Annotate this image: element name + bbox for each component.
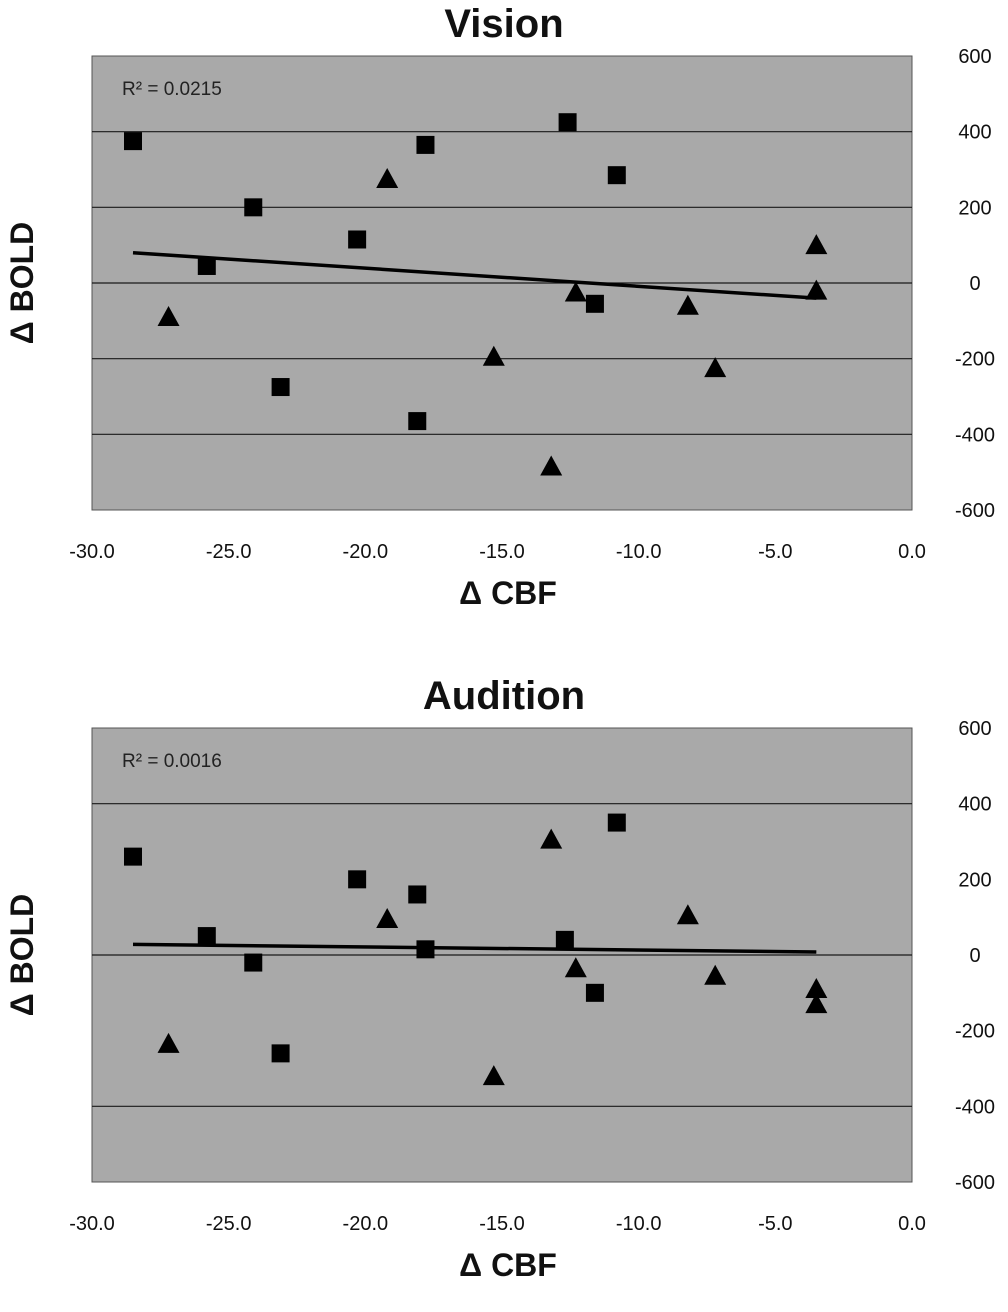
triangle-point xyxy=(805,234,828,255)
y-tick-label: -200 xyxy=(955,1021,995,1043)
square-point xyxy=(348,230,367,249)
x-tick-label: -15.0 xyxy=(479,1213,525,1235)
x-tick-label: -20.0 xyxy=(343,541,389,563)
square-point xyxy=(585,294,604,313)
square-point xyxy=(555,930,574,949)
audition-scatter-plot: 600 400 200 0 -200 -400 -600 -30.0 -25.0 -20.0 -15… xyxy=(4,718,995,1283)
triangle-point xyxy=(482,345,505,366)
chart-title: Audition xyxy=(422,674,586,718)
r-squared-annotation: R² = 0.0215 xyxy=(122,79,222,100)
square-point xyxy=(124,132,142,151)
square-point xyxy=(416,940,435,959)
y-tick-label: -400 xyxy=(955,1096,995,1118)
y-tick-label: -600 xyxy=(955,500,995,522)
x-tick-label: -30.0 xyxy=(69,541,115,563)
square-point xyxy=(607,813,626,832)
x-tick-label: -10.0 xyxy=(616,541,662,563)
triangle-point xyxy=(376,908,399,929)
square-point xyxy=(607,166,626,185)
x-axis-label: Δ CBF xyxy=(459,1247,557,1283)
r-squared-annotation: R² = 0.0016 xyxy=(122,751,222,772)
square-point xyxy=(585,983,604,1002)
vision-scatter-plot: 600 400 200 0 -200 -400 -600 -30.0 -25.0 -20.0 -15… xyxy=(4,46,995,611)
audition-panel: Audition 600 400 200 0 -200 -400 -600 -30.0 -25.… xyxy=(0,672,1008,1312)
square-point xyxy=(348,870,367,889)
square-point xyxy=(271,378,290,397)
vision-panel: Vision 600 400 200 0 -200 -400 -600 -30.0 -25.0 -… xyxy=(0,0,1008,640)
triangle-point xyxy=(676,904,699,925)
trendline xyxy=(132,942,817,954)
y-tick-label: 0 xyxy=(969,945,980,967)
square-point xyxy=(558,113,577,132)
triangle-point xyxy=(540,828,563,849)
triangle-point xyxy=(704,964,727,985)
x-tick-label: 0.0 xyxy=(898,541,926,563)
y-tick-label: 600 xyxy=(958,46,991,68)
y-tick-label: 200 xyxy=(958,869,991,891)
square-point xyxy=(408,412,427,431)
y-tick-label: 400 xyxy=(958,122,991,144)
x-tick-label: -30.0 xyxy=(69,1213,115,1235)
y-tick-label: 0 xyxy=(969,273,980,295)
triangle-point xyxy=(376,167,399,188)
triangle-point xyxy=(805,279,828,300)
square-point xyxy=(197,256,216,275)
chart-title: Vision xyxy=(444,2,564,46)
y-axis-label: Δ BOLD xyxy=(4,894,40,1017)
x-tick-label: -20.0 xyxy=(343,1213,389,1235)
y-axis-label: Δ BOLD xyxy=(4,222,40,345)
x-tick-label: -5.0 xyxy=(758,541,792,563)
square-point xyxy=(244,198,263,217)
square-point xyxy=(124,847,142,866)
y-tick-label: 600 xyxy=(958,718,991,740)
triangle-point xyxy=(157,306,180,327)
y-tick-label: -600 xyxy=(955,1172,995,1194)
x-axis-label: Δ CBF xyxy=(459,575,557,611)
x-tick-label: -25.0 xyxy=(206,541,252,563)
y-tick-label: 200 xyxy=(958,197,991,219)
triangle-point xyxy=(564,957,587,978)
square-point xyxy=(244,953,263,972)
trendline xyxy=(132,250,817,300)
x-tick-label: -5.0 xyxy=(758,1213,792,1235)
x-tick-label: -25.0 xyxy=(206,1213,252,1235)
triangle-point xyxy=(676,294,699,315)
triangle-point xyxy=(482,1065,505,1086)
x-tick-label: 0.0 xyxy=(898,1213,926,1235)
triangle-point xyxy=(540,455,563,476)
triangle-point xyxy=(805,978,828,999)
triangle-point xyxy=(805,993,828,1014)
y-tick-label: -200 xyxy=(955,349,995,371)
x-tick-label: -10.0 xyxy=(616,1213,662,1235)
square-point xyxy=(416,135,435,154)
triangle-point xyxy=(157,1032,180,1053)
triangle-point xyxy=(564,281,587,302)
square-point xyxy=(408,885,427,904)
square-point xyxy=(271,1044,290,1063)
y-tick-label: -400 xyxy=(955,424,995,446)
x-tick-label: -15.0 xyxy=(479,541,525,563)
square-point xyxy=(197,927,216,946)
y-tick-label: 400 xyxy=(958,794,991,816)
triangle-point xyxy=(704,357,727,378)
